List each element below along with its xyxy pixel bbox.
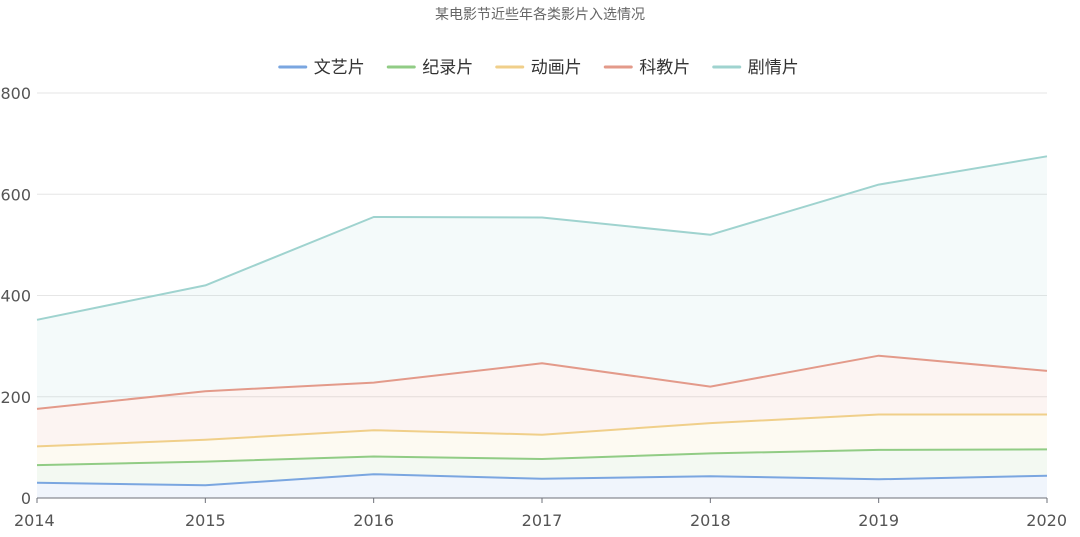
legend-item-0[interactable]: 文艺片: [278, 58, 365, 78]
legend-item-1[interactable]: 纪录片: [386, 58, 473, 78]
x-tick-label: 2018: [690, 511, 731, 530]
series-line-3[interactable]: [36, 354, 1048, 410]
series-line-1[interactable]: [36, 448, 1048, 467]
axes: 0 200 400 600 800 2014 2015 2016 2017 2018 2019 202…: [0, 84, 1067, 530]
y-tick-label: 200: [0, 388, 31, 407]
legend-label: 剧情片: [748, 58, 799, 78]
x-tick-label: 2014: [14, 511, 55, 530]
area-fill-series-2: [37, 414, 1047, 466]
x-tick-label: 2016: [353, 511, 394, 530]
chart-title: 某电影节近些年各类影片入选情况: [435, 7, 645, 23]
y-tick-label: 0: [21, 489, 31, 508]
area-fill-series-3: [37, 355, 1047, 447]
grid-lines: [37, 92, 1047, 398]
legend-item-2[interactable]: 动画片: [495, 58, 582, 78]
y-tick-label: 600: [0, 185, 31, 204]
legend-item-3[interactable]: 科教片: [603, 58, 690, 78]
legend[interactable]: 文艺片 纪录片 动画片 科教片 剧情片: [278, 58, 799, 78]
series-line-2[interactable]: [36, 413, 1047, 448]
x-tick-label: 2015: [185, 511, 226, 530]
legend-label: 科教片: [639, 58, 690, 78]
legend-label: 动画片: [531, 58, 582, 78]
area-fills: [37, 156, 1047, 498]
area-fill-series-4: [37, 156, 1047, 409]
y-tick-label: 400: [0, 287, 31, 306]
x-tick-label: 2020: [1026, 511, 1067, 530]
series-line-0[interactable]: [36, 473, 1048, 487]
series-line-4[interactable]: [36, 155, 1048, 321]
legend-item-4[interactable]: 剧情片: [712, 58, 799, 78]
legend-label: 纪录片: [422, 58, 473, 78]
legend-label: 文艺片: [314, 58, 365, 78]
area-fill-series-1: [37, 449, 1047, 486]
x-tick-label: 2017: [522, 511, 563, 530]
x-tick-label: 2019: [858, 511, 899, 530]
y-tick-label: 800: [0, 84, 31, 103]
series-lines: [36, 155, 1048, 487]
